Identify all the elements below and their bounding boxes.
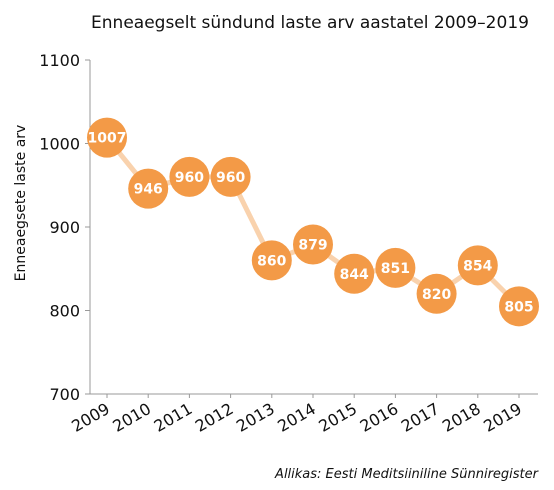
series-line-group xyxy=(105,136,521,309)
data-point-marker xyxy=(499,286,539,327)
data-point-label: 820 xyxy=(422,287,451,303)
chart-title: Enneaegselt sündund laste arv aastatel 2… xyxy=(91,13,529,33)
data-point-label: 805 xyxy=(504,299,533,315)
data-point-label: 854 xyxy=(463,258,492,274)
data-point-label: 946 xyxy=(134,182,163,198)
y-axis-ticks: 700 800 900 1000 1100 xyxy=(39,51,90,404)
x-tick-label: 2016 xyxy=(357,399,402,436)
data-point-marker xyxy=(251,240,292,281)
source-note: Allikas: Eesti Meditsiiniline Sünniregis… xyxy=(274,467,540,482)
x-tick-label: 2009 xyxy=(68,399,113,436)
data-point-label: 960 xyxy=(216,170,245,186)
data-point-label: 860 xyxy=(257,253,286,269)
x-tick-label: 2013 xyxy=(233,399,278,436)
data-point-label: 851 xyxy=(381,261,410,277)
data-point-marker xyxy=(375,247,416,288)
x-tick-label: 2012 xyxy=(192,399,237,436)
data-point-label: 844 xyxy=(340,267,369,283)
data-point-marker xyxy=(334,253,375,294)
series-line xyxy=(105,136,521,309)
y-tick-label: 1100 xyxy=(39,51,80,70)
data-point-marker xyxy=(128,168,169,209)
y-tick-label: 700 xyxy=(49,385,80,404)
data-point-label: 1007 xyxy=(88,131,127,147)
x-axis-ticks: 2009201020112012201320142015201620172018… xyxy=(68,394,525,436)
x-tick-label: 2017 xyxy=(398,399,443,436)
x-tick-label: 2010 xyxy=(109,399,154,436)
x-tick-label: 2011 xyxy=(151,399,196,436)
x-tick-label: 2019 xyxy=(480,399,525,436)
data-point-label: 960 xyxy=(175,170,204,186)
data-point-marker xyxy=(169,156,210,197)
data-point-marker xyxy=(210,156,251,197)
y-axis-label: Enneaegsete laste arv xyxy=(13,125,29,282)
data-points: 1007 946 960 960 860 879 844 851 820 854 805 xyxy=(87,117,539,327)
data-point-label: 879 xyxy=(298,238,327,254)
y-tick-label: 800 xyxy=(49,302,80,321)
x-tick-label: 2018 xyxy=(439,399,484,436)
y-tick-label: 1000 xyxy=(39,135,80,154)
x-tick-label: 2014 xyxy=(274,399,319,436)
x-tick-label: 2015 xyxy=(315,399,360,436)
data-point-marker xyxy=(293,224,333,265)
y-tick-label: 900 xyxy=(49,218,80,237)
data-point-marker xyxy=(457,245,498,286)
data-point-marker xyxy=(87,117,127,158)
data-point-marker xyxy=(416,273,457,314)
